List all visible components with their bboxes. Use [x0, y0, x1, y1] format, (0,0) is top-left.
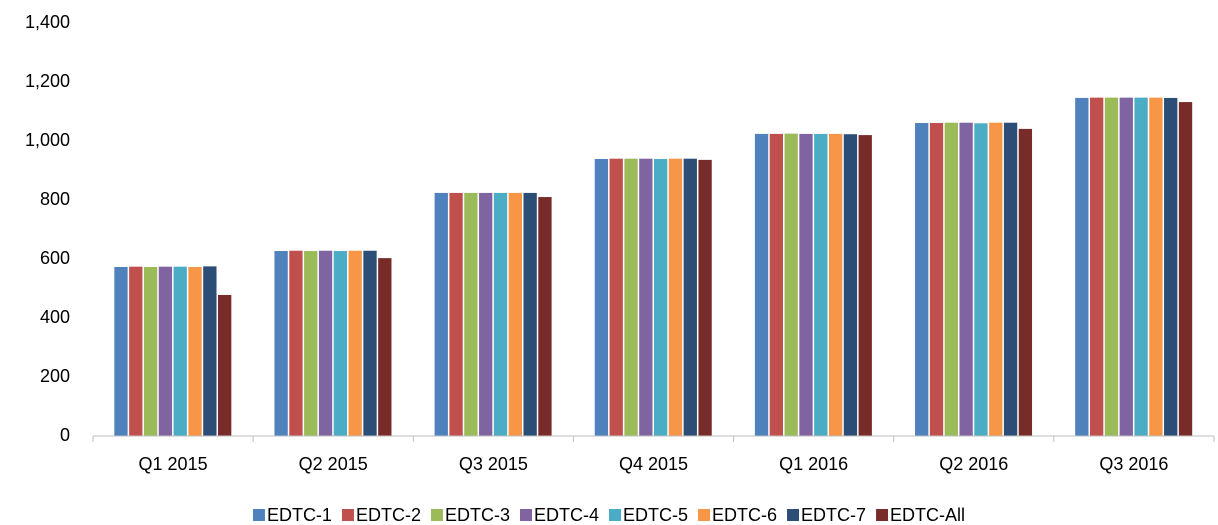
- bar: [814, 133, 828, 437]
- legend-label: EDTC-7: [801, 505, 866, 525]
- legend-label: EDTC-4: [534, 505, 599, 525]
- y-tick-label: 1,000: [25, 130, 70, 150]
- bar: [1003, 122, 1018, 437]
- bar: [989, 122, 1003, 437]
- x-tick-label: Q4 2015: [619, 454, 688, 474]
- bar: [668, 158, 683, 436]
- bar: [609, 158, 623, 436]
- legend-swatch: [252, 509, 265, 521]
- bar: [858, 135, 872, 436]
- legend-label: EDTC-5: [623, 505, 688, 525]
- legend-swatch: [609, 509, 622, 521]
- bar: [1075, 97, 1089, 437]
- bar: [378, 258, 392, 436]
- bar: [1104, 97, 1119, 436]
- y-tick-label: 600: [40, 248, 70, 268]
- bar: [929, 123, 944, 436]
- x-tick-label: Q2 2016: [939, 454, 1008, 474]
- legend-swatch: [876, 509, 889, 521]
- bar: [1164, 97, 1178, 437]
- y-tick-label: 400: [40, 307, 70, 327]
- y-tick-label: 200: [40, 366, 70, 386]
- legend-swatch: [698, 509, 711, 521]
- x-tick-label: Q3 2015: [459, 454, 528, 474]
- legend-label: EDTC-All: [890, 505, 965, 525]
- bar: [173, 266, 187, 436]
- bar: [348, 250, 362, 436]
- bar: [158, 266, 173, 436]
- bar: [654, 158, 668, 436]
- bar: [769, 133, 784, 437]
- legend-swatch: [787, 509, 800, 521]
- bar: [188, 266, 202, 436]
- bar: [289, 250, 303, 436]
- bar: [538, 197, 552, 436]
- legend-label: EDTC-3: [445, 505, 510, 525]
- bar: [683, 158, 697, 436]
- legend-label: EDTC-1: [267, 505, 332, 525]
- bar: [754, 133, 769, 437]
- bar: [523, 192, 537, 436]
- bar: [639, 158, 653, 436]
- y-tick-label: 1,400: [25, 12, 70, 32]
- bar: [624, 158, 638, 436]
- bar: [784, 133, 798, 436]
- bar: [304, 251, 318, 436]
- bar: [1178, 102, 1193, 436]
- y-tick-label: 1,200: [25, 71, 70, 91]
- bar: [915, 123, 929, 436]
- bar: [434, 192, 448, 436]
- bar: [1119, 97, 1133, 436]
- bar: [114, 266, 128, 436]
- bar: [318, 250, 333, 436]
- legend-swatch: [430, 509, 443, 521]
- x-tick-label: Q3 2016: [1099, 454, 1168, 474]
- y-tick-label: 0: [60, 425, 70, 445]
- bar: [143, 266, 158, 436]
- bar: [799, 133, 813, 437]
- legend-label: EDTC-6: [712, 505, 777, 525]
- bar: [959, 122, 973, 437]
- bar: [1134, 97, 1148, 436]
- legend-swatch: [341, 509, 354, 521]
- y-tick-label: 800: [40, 189, 70, 209]
- legend-label: EDTC-2: [356, 505, 421, 525]
- bar: [1018, 128, 1033, 436]
- bar: [508, 192, 522, 436]
- bar: [698, 159, 712, 436]
- bar: [464, 192, 478, 436]
- bar: [363, 250, 377, 436]
- x-tick-label: Q1 2016: [779, 454, 848, 474]
- bar: [333, 251, 348, 436]
- bar: [449, 192, 463, 436]
- bar: [843, 134, 858, 436]
- bar: [218, 294, 232, 436]
- x-tick-label: Q2 2015: [299, 454, 368, 474]
- bar: [944, 122, 958, 437]
- bar: [129, 266, 143, 436]
- bar: [594, 158, 609, 436]
- bar: [1089, 97, 1104, 436]
- bar: [1149, 97, 1163, 436]
- bar: [828, 133, 843, 437]
- bar: [203, 266, 217, 436]
- bar: [974, 123, 988, 437]
- bar: [479, 192, 493, 436]
- x-tick-label: Q1 2015: [139, 454, 208, 474]
- bar: [493, 192, 508, 436]
- bar: [274, 251, 288, 436]
- legend-swatch: [519, 509, 532, 521]
